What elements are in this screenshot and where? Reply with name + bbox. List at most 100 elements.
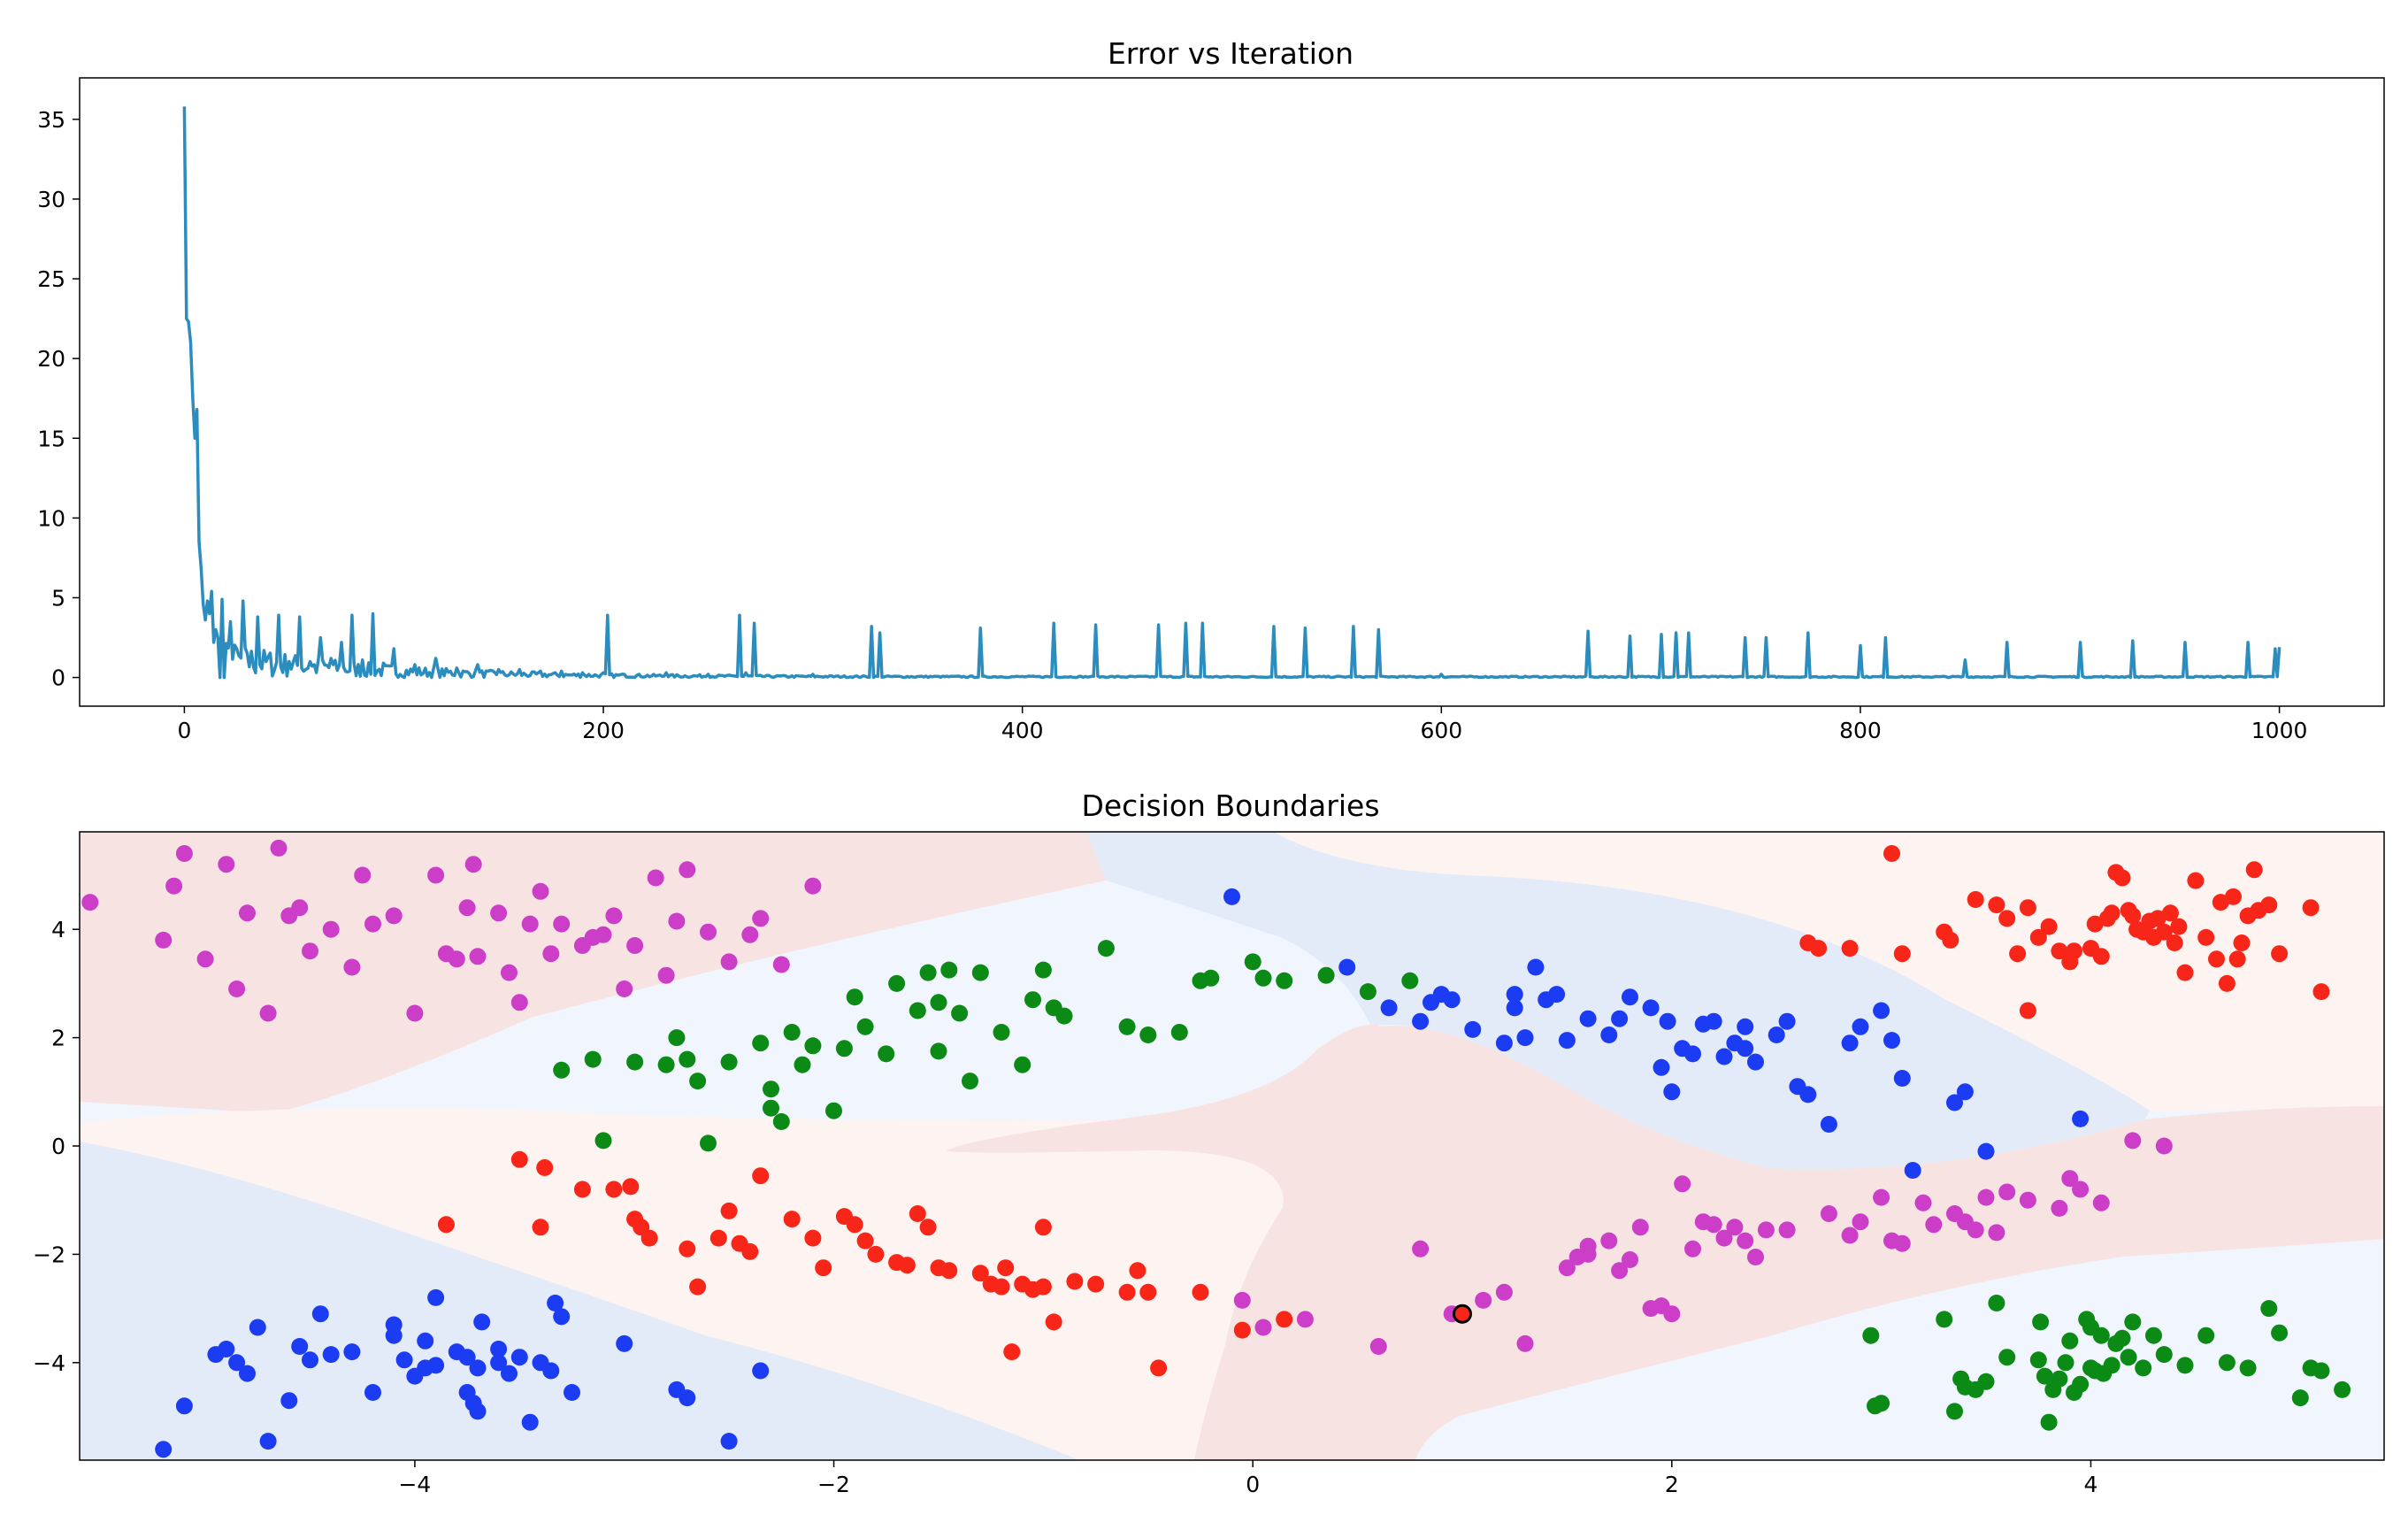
data-point [364, 915, 381, 933]
data-point [626, 937, 644, 954]
error-chart-ticks: 0 200 400 600 800 1000 0 5 10 15 20 25 30 35 [37, 107, 2307, 743]
data-point [1412, 1240, 1430, 1257]
data-point [1904, 1162, 1921, 1179]
data-point [2120, 1349, 2137, 1366]
x-tick-label: −4 [398, 1472, 431, 1497]
data-point [1946, 1094, 1963, 1111]
data-point [364, 1384, 381, 1401]
data-point [962, 1073, 978, 1090]
data-point [2124, 1132, 2142, 1150]
data-point [1516, 1334, 1534, 1352]
data-point [542, 945, 560, 963]
data-point [804, 877, 822, 895]
data-point [1726, 1219, 1744, 1236]
decision-chart-title: Decision Boundaries [1081, 788, 1379, 823]
data-point [1516, 1029, 1534, 1047]
data-point [553, 915, 571, 933]
highlighted-point [1453, 1304, 1472, 1324]
data-point [1034, 1219, 1052, 1236]
data-point [741, 1242, 759, 1260]
data-point [1810, 940, 1828, 957]
y-tick-label: −4 [33, 1350, 65, 1376]
data-point [510, 1150, 528, 1168]
data-point [1977, 1188, 1995, 1206]
data-point [81, 894, 99, 911]
data-point [1852, 1018, 1869, 1035]
data-point [2155, 1137, 2173, 1155]
data-points [81, 839, 2351, 1458]
data-point [1579, 1245, 1597, 1263]
data-point [971, 964, 989, 981]
data-point [594, 1132, 612, 1150]
data-point [971, 1265, 989, 1282]
data-point [427, 1288, 445, 1306]
data-point [689, 1073, 707, 1090]
data-point [1956, 1083, 1974, 1101]
data-point [155, 1441, 173, 1458]
data-point [1600, 1232, 1618, 1250]
data-point [2029, 928, 2047, 946]
x-tick-label: 800 [1839, 718, 1882, 743]
data-point [856, 1018, 874, 1035]
data-point [473, 1313, 491, 1331]
data-point [165, 877, 183, 895]
data-point [553, 1308, 571, 1326]
data-point [993, 1024, 1010, 1041]
data-point [640, 1229, 658, 1247]
data-point [2036, 1367, 2053, 1385]
data-point [993, 1278, 1010, 1296]
y-tick-label: 5 [51, 585, 65, 611]
data-point [553, 1061, 571, 1079]
data-point [448, 950, 465, 968]
data-point [940, 1262, 958, 1280]
data-point [804, 1037, 822, 1055]
data-point [490, 1354, 508, 1372]
data-point [1778, 1221, 1796, 1239]
y-tick-label: 10 [37, 505, 65, 531]
data-point [1942, 931, 1959, 949]
error-chart-frame [79, 77, 2385, 707]
data-point [867, 1245, 885, 1263]
data-point [1946, 1403, 1963, 1420]
data-point [2312, 983, 2330, 1001]
data-point [218, 856, 235, 873]
data-point [1998, 1183, 2016, 1201]
data-point [2009, 945, 2027, 963]
data-point [2312, 1362, 2330, 1380]
data-point [1914, 1194, 1932, 1211]
data-point [1233, 1291, 1251, 1309]
data-point [1254, 969, 1272, 987]
data-point [919, 1219, 937, 1236]
data-point [1548, 986, 1566, 1004]
data-point [616, 981, 633, 997]
y-tick-label: 35 [37, 107, 65, 133]
data-point [1737, 1040, 1754, 1057]
data-point [1611, 1010, 1629, 1027]
data-point [772, 1113, 790, 1130]
data-point [2051, 1370, 2068, 1388]
data-point [385, 907, 403, 925]
data-point [469, 948, 487, 965]
data-point [2170, 918, 2188, 935]
data-point [2019, 1002, 2036, 1019]
data-point [720, 1202, 738, 1219]
data-point [395, 1351, 413, 1369]
data-point [1202, 969, 1220, 987]
data-point [1558, 1259, 1576, 1277]
data-point [510, 1349, 528, 1366]
data-point [218, 1341, 235, 1357]
data-point [259, 1433, 277, 1450]
data-point [2124, 1313, 2142, 1331]
data-point [1150, 1359, 1168, 1377]
data-point [1977, 1373, 1995, 1390]
data-point [616, 1334, 633, 1352]
error-chart-title: Error vs Iteration [1108, 36, 1354, 71]
data-point [417, 1332, 434, 1350]
x-tick-label: 600 [1420, 718, 1462, 743]
data-point [1862, 1327, 1880, 1344]
data-point [1659, 1012, 1676, 1030]
data-point [1139, 1283, 1157, 1301]
data-point [1611, 1262, 1629, 1280]
data-point [1663, 1083, 1681, 1101]
data-point [2271, 945, 2289, 963]
